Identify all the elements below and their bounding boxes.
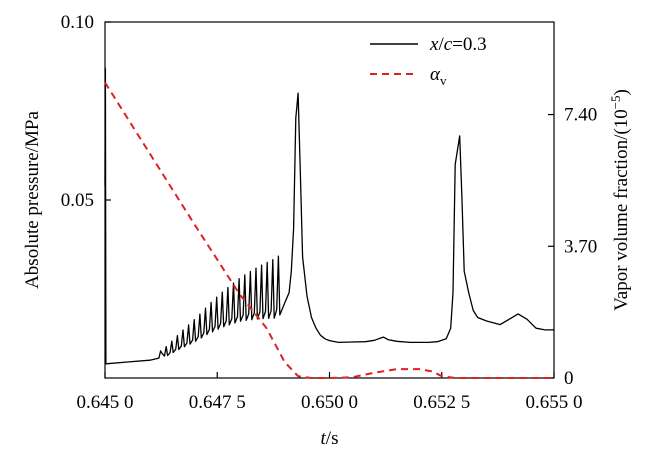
- y-right-tick-label: 7.40: [564, 105, 597, 126]
- y-axis-left-label: Absolute pressure/MPa: [22, 111, 43, 289]
- legend-label-pressure: x/c=0.3: [429, 34, 487, 55]
- x-axis-label: t/s: [321, 428, 339, 449]
- y-right-tick-label: 3.70: [564, 236, 597, 257]
- series-layer: [104, 67, 554, 379]
- x-tick-label: 0.647 5: [189, 392, 246, 413]
- pressure-line: [104, 67, 554, 365]
- x-tick-label: 0.650 0: [301, 392, 358, 413]
- x-tick-label: 0.655 0: [526, 392, 583, 413]
- legend: x/c=0.3 αv: [370, 34, 487, 88]
- x-tick-label: 0.652 5: [413, 392, 470, 413]
- plot-border: [104, 21, 555, 379]
- y-left-tick-label: 0.10: [61, 12, 94, 33]
- ticks: 0.645 0 0.647 5 0.650 0 0.652 5 0.655 0 0.05 0…: [61, 12, 598, 413]
- plot-frame: [104, 21, 555, 379]
- y-right-tick-label: 0: [564, 368, 574, 389]
- y-axis-right-label: Vapor volume fraction/(10−5): [608, 89, 632, 311]
- legend-label-vapor: αv: [430, 64, 447, 88]
- y-left-tick-label: 0.05: [61, 190, 94, 211]
- vapor-fraction-line: [104, 81, 554, 379]
- x-tick-label: 0.645 0: [77, 392, 134, 413]
